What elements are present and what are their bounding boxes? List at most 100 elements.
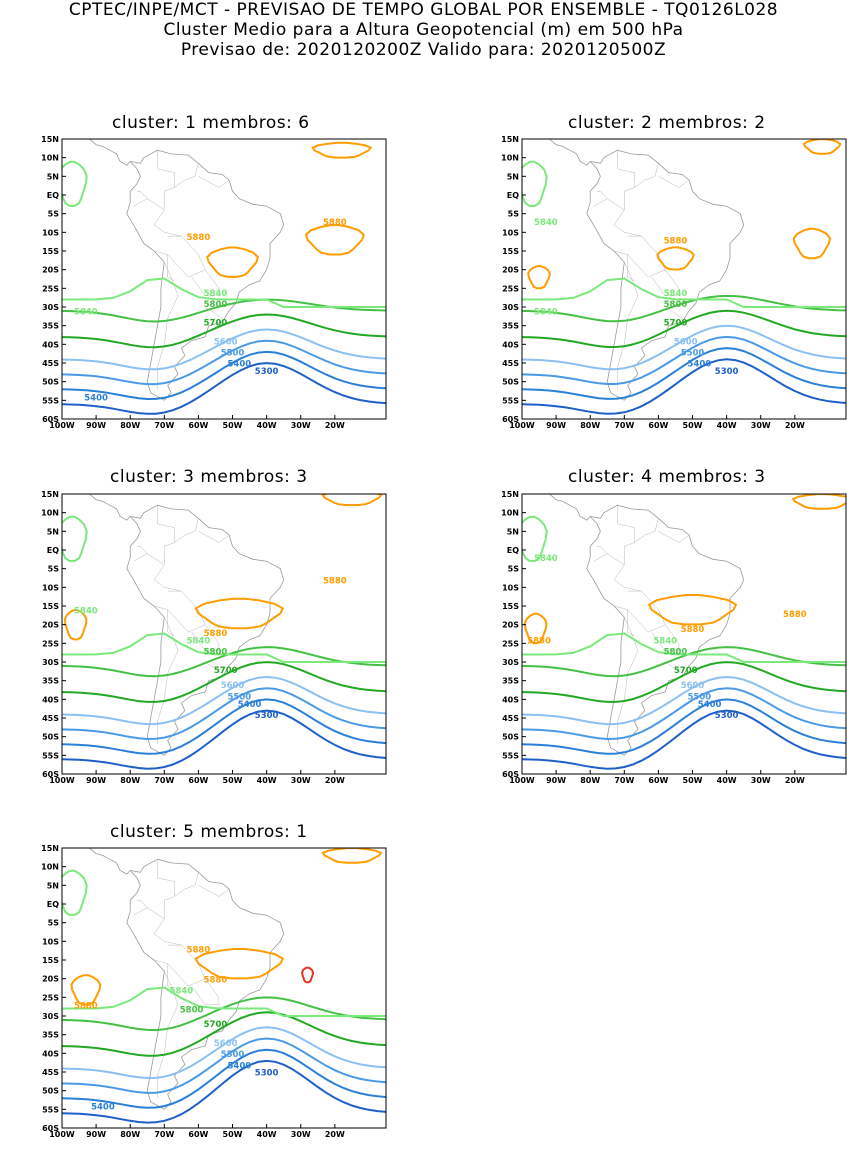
lat-tick-label: 55S: [502, 396, 519, 405]
lat-tick-label: 5N: [507, 172, 519, 181]
contour-5840: [62, 632, 386, 663]
lon-tick-label: 60W: [648, 421, 668, 430]
lat-tick-label: 45S: [42, 714, 59, 723]
contour-label: 5840: [534, 307, 558, 317]
contour-label: 5840: [74, 606, 98, 616]
country-border: [198, 176, 230, 188]
contour-5800: [522, 294, 846, 323]
contour-5840: [522, 160, 548, 207]
country-border: [593, 198, 625, 211]
country-border: [617, 505, 635, 543]
country-border: [154, 605, 175, 637]
contour-label: 5600: [221, 681, 245, 691]
contour-5840: [522, 277, 846, 308]
lon-tick-label: 100W: [49, 776, 75, 785]
lon-tick-label: 20W: [785, 421, 805, 430]
contour-label: 5840: [187, 636, 211, 646]
coastline: [62, 494, 131, 521]
lat-tick-label: EQ: [507, 546, 519, 555]
lat-tick-label: 20S: [502, 621, 519, 630]
cluster-map-4: 5840 5880 5880 5880 5840 5800 5700 560055005400…: [501, 490, 847, 785]
country-border: [157, 859, 175, 897]
lon-tick-label: 70W: [154, 421, 174, 430]
contour-label: 5400: [91, 1102, 115, 1112]
contour-5880: [304, 224, 365, 256]
contour-label: 5840: [170, 987, 194, 997]
contour-label: 5700: [204, 319, 228, 329]
contour-label: 5880: [323, 218, 347, 228]
lat-tick-label: 50S: [502, 733, 519, 742]
contour-label: 5840: [534, 218, 558, 228]
contour-label: 5500: [688, 692, 712, 702]
country-border: [154, 250, 175, 282]
lon-tick-label: 90W: [546, 776, 566, 785]
contour-5600: [522, 675, 846, 726]
lon-tick-label: 70W: [614, 776, 634, 785]
contour-label: 5840: [204, 289, 228, 299]
contour-label: 5800: [204, 300, 228, 310]
lat-tick-label: 10N: [501, 154, 519, 163]
contour-5840: [522, 632, 846, 663]
contour-5880: [527, 265, 551, 290]
header-subtitle: Cluster Medio para a Altura Geopotencial…: [163, 20, 684, 40]
contour-label: 5800: [664, 300, 688, 310]
contour-5880: [656, 246, 695, 271]
country-border: [191, 269, 220, 297]
contour-label: 5880: [187, 233, 211, 243]
country-border: [627, 590, 666, 633]
country-border: [593, 553, 625, 566]
contour-label: 5300: [715, 711, 739, 721]
map-frame: [61, 847, 387, 1129]
contour-label: 5840: [534, 554, 558, 564]
lat-tick-label: 5N: [47, 527, 59, 536]
lon-tick-label: 40W: [717, 776, 737, 785]
lon-tick-label: 20W: [325, 421, 345, 430]
lon-tick-label: 30W: [751, 421, 771, 430]
contour-label: 5400: [84, 393, 108, 403]
lon-tick-label: 50W: [223, 776, 243, 785]
lat-tick-label: 20S: [42, 621, 59, 630]
lon-tick-label: 100W: [509, 776, 535, 785]
coastline: [126, 504, 285, 756]
contour-label: 5700: [664, 319, 688, 329]
country-border: [167, 235, 206, 278]
country-border: [137, 900, 148, 908]
lat-tick-label: 10N: [501, 509, 519, 518]
country-border: [153, 542, 182, 592]
lat-tick-label: 60S: [42, 770, 59, 779]
coastline: [522, 494, 591, 521]
lat-tick-label: 25S: [502, 639, 519, 648]
lat-tick-label: 35S: [42, 322, 59, 331]
contour-label: 5400: [228, 360, 252, 370]
lat-tick-label: 20S: [42, 975, 59, 984]
lat-tick-label: EQ: [47, 191, 59, 200]
contour-label: 5700: [674, 666, 698, 676]
lat-tick-label: 40S: [502, 340, 519, 349]
lat-tick-label: 45S: [502, 714, 519, 723]
lat-tick-label: 30S: [502, 658, 519, 667]
lat-tick-label: 50S: [42, 1087, 59, 1096]
lon-tick-label: 50W: [223, 1130, 243, 1139]
lat-tick-label: 10N: [41, 509, 59, 518]
contour-5700: [62, 313, 386, 349]
lat-tick-label: EQ: [47, 546, 59, 555]
contour-label: 5500: [228, 692, 252, 702]
lon-tick-label: 50W: [683, 776, 703, 785]
map-frame: [61, 493, 387, 775]
panel-title-3: cluster: 3 membros: 3: [110, 467, 308, 487]
contour-label: 5880: [187, 946, 211, 956]
country-border: [133, 907, 165, 920]
contour-label: 5600: [681, 681, 705, 691]
contour-label: 5880: [204, 629, 228, 639]
contour-5400: [522, 347, 846, 400]
country-border: [153, 896, 182, 946]
contour-label: 5880: [74, 1002, 98, 1012]
coastline: [62, 848, 131, 875]
lat-tick-label: 25S: [502, 284, 519, 293]
country-border: [634, 518, 659, 543]
lon-tick-label: 30W: [291, 776, 311, 785]
contour-label: 5880: [204, 975, 228, 985]
country-border: [174, 163, 199, 188]
lon-tick-label: 80W: [120, 776, 140, 785]
contour-5840: [62, 869, 88, 916]
